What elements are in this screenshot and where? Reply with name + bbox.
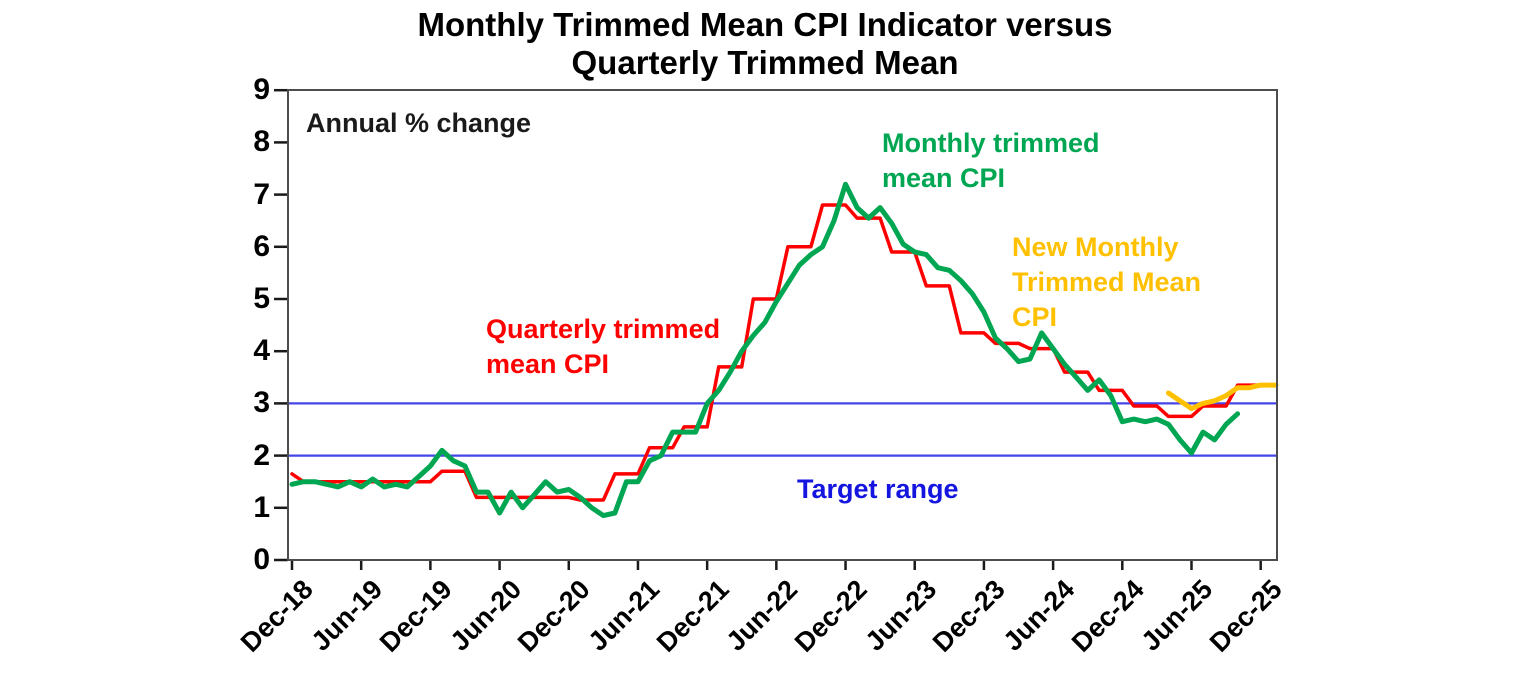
y-tick-label: 4 — [253, 334, 270, 368]
plot-frame — [287, 89, 1278, 561]
y-tick-label: 6 — [253, 229, 270, 263]
chart-title: Monthly Trimmed Mean CPI Indicator versu… — [260, 6, 1270, 82]
chart-title-line2: Quarterly Trimmed Mean — [571, 44, 959, 81]
y-tick-label: 7 — [253, 177, 270, 211]
axis-unit-label: Annual % change — [306, 108, 532, 138]
chart-title-line1: Monthly Trimmed Mean CPI Indicator versu… — [417, 6, 1113, 43]
series-line-new-monthly-trimmed-mean-cpi — [1165, 382, 1279, 412]
y-tick-label: 9 — [253, 73, 270, 107]
legend-quarterly-trimmed-mean: Quarterly trimmed mean CPI — [486, 314, 721, 379]
legend-new-monthly-trimmed-mean: New Monthly Trimmed Mean CPI — [1012, 232, 1202, 332]
legend-monthly-trimmed-mean: Monthly trimmed mean CPI — [882, 128, 1100, 193]
y-tick-label: 8 — [253, 125, 270, 159]
y-tick-label: 1 — [253, 490, 270, 524]
target-range-label: Target range — [797, 474, 959, 504]
y-tick-label: 5 — [253, 282, 270, 315]
series-line-quarterly-trimmed-mean-cpi — [290, 203, 1278, 502]
series-line-monthly-trimmed-mean-cpi — [289, 181, 1241, 519]
y-tick-label: 3 — [253, 386, 270, 420]
y-tick-label: 0 — [253, 543, 270, 576]
y-tick-label: 2 — [253, 438, 270, 472]
